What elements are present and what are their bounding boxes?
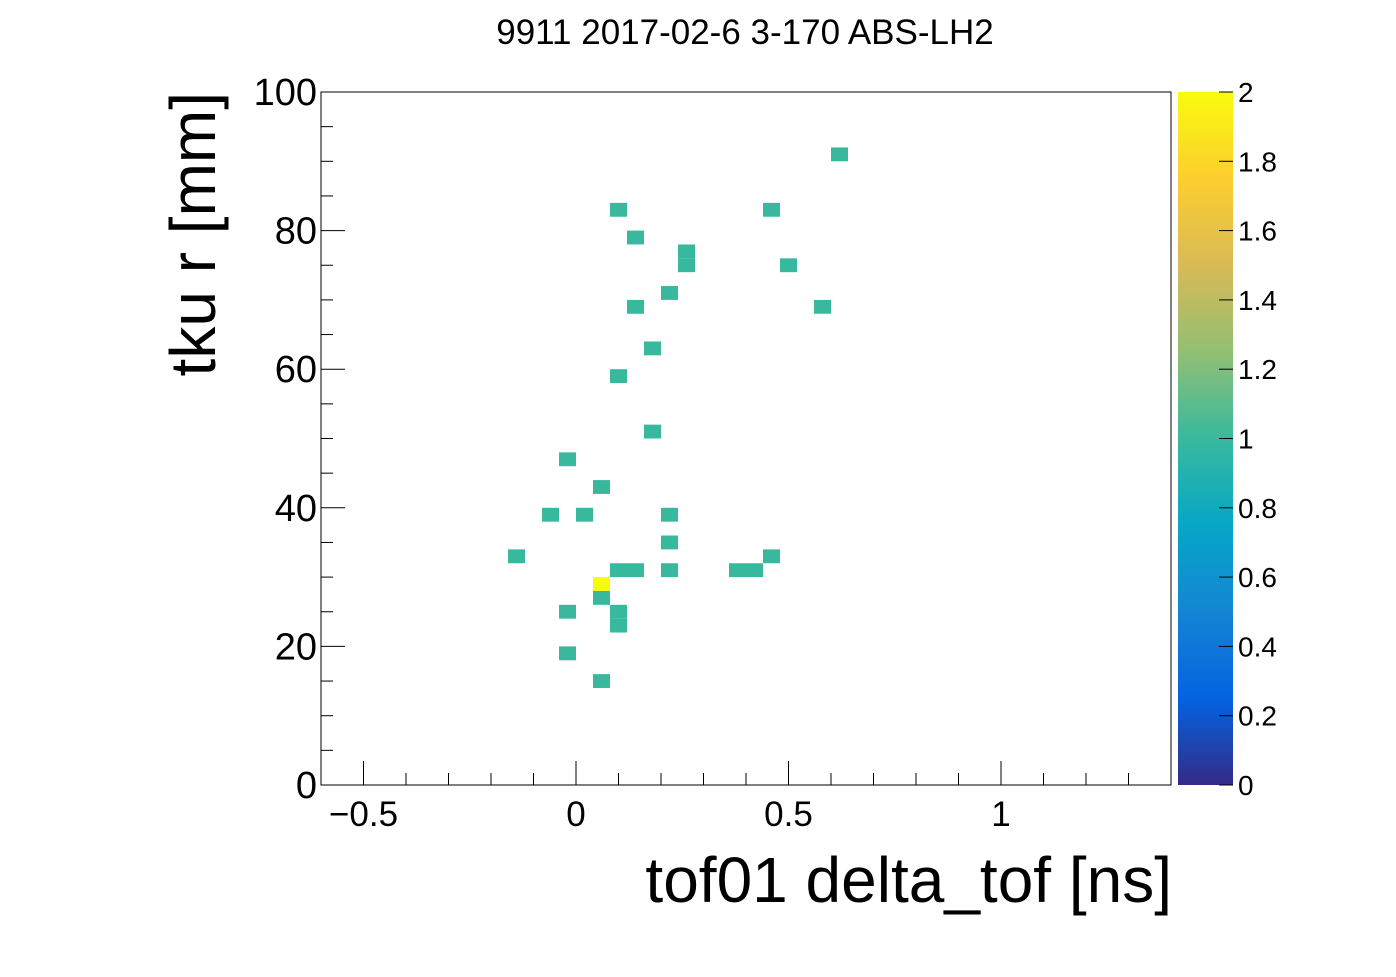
heatmap-cell: [661, 507, 678, 522]
heatmap-cells: [508, 147, 848, 688]
colorbar-tick-label: 0: [1238, 770, 1254, 801]
heatmap-cell: [610, 369, 627, 384]
heatmap-cell: [763, 549, 780, 564]
colorbar-tick-label: 0.4: [1238, 631, 1277, 662]
heatmap-cell: [593, 577, 610, 591]
heatmap-cell: [610, 618, 627, 633]
x-axis-label: tof01 delta_tof [ns]: [645, 844, 1172, 916]
heatmap-cell: [627, 299, 644, 314]
y-axis-label: tku r [mm]: [157, 92, 229, 376]
heatmap-cell: [780, 258, 797, 273]
y-tick-label: 20: [275, 626, 317, 668]
colorbar-tick-label: 0.6: [1238, 562, 1277, 593]
heatmap-cell: [559, 646, 576, 661]
heatmap-cell: [729, 563, 746, 578]
heatmap-cell: [610, 563, 627, 578]
heatmap-cell: [678, 258, 695, 273]
plot-frame: [320, 91, 1172, 786]
heatmap-cell: [627, 230, 644, 245]
y-tick-label: 60: [275, 349, 317, 391]
colorbar: 0 0.2 0.4 0.6 0.8 1 1.2 1.4 1.6 1.8 2: [1178, 77, 1277, 801]
heatmap-cell: [508, 549, 525, 564]
heatmap-cell: [746, 563, 763, 578]
colorbar-tick-label: 1.8: [1238, 146, 1277, 177]
x-tick-label: −0.5: [329, 795, 398, 834]
colorbar-tick-label: 0.8: [1238, 493, 1277, 524]
axes: −0.5 0 0.5 1 0 20 40 60 80 100: [254, 72, 1172, 834]
heatmap-cell: [610, 202, 627, 217]
heatmap-cell: [576, 507, 593, 522]
heatmap-cell: [627, 563, 644, 578]
heatmap-cell: [559, 604, 576, 619]
heatmap-cell: [593, 480, 610, 494]
heatmap-cell: [593, 590, 610, 605]
colorbar-tick-label: 1.6: [1238, 216, 1277, 247]
heatmap-cell: [593, 674, 610, 688]
heatmap-cell: [542, 507, 559, 522]
heatmap-cell: [661, 535, 678, 550]
heatmap-cell: [661, 563, 678, 578]
heatmap-cell: [678, 244, 695, 259]
heatmap-cell: [763, 202, 780, 217]
colorbar-tick-label: 1.2: [1238, 354, 1277, 385]
y-tick-label: 40: [275, 488, 317, 530]
x-tick-label: 0.5: [764, 795, 813, 834]
colorbar-tick-label: 1: [1238, 424, 1254, 455]
heatmap-cell: [661, 286, 678, 300]
heatmap-cell: [831, 147, 848, 162]
heatmap-cell: [610, 604, 627, 619]
chart-title: 9911 2017-02-6 3-170 ABS-LH2: [496, 13, 994, 52]
colorbar-tick-label: 2: [1238, 77, 1254, 108]
colorbar-tick-label: 0.2: [1238, 701, 1277, 732]
colorbar-tick-label: 1.4: [1238, 285, 1277, 316]
y-tick-label: 0: [296, 765, 317, 807]
heatmap-cell: [814, 299, 831, 314]
x-tick-label: 1: [991, 795, 1010, 834]
x-tick-label: 0: [566, 795, 585, 834]
heatmap-cell: [644, 424, 661, 439]
heatmap-cell: [559, 452, 576, 467]
y-tick-label: 80: [275, 211, 317, 253]
y-tick-label: 100: [254, 72, 317, 114]
heatmap-cell: [644, 341, 661, 356]
